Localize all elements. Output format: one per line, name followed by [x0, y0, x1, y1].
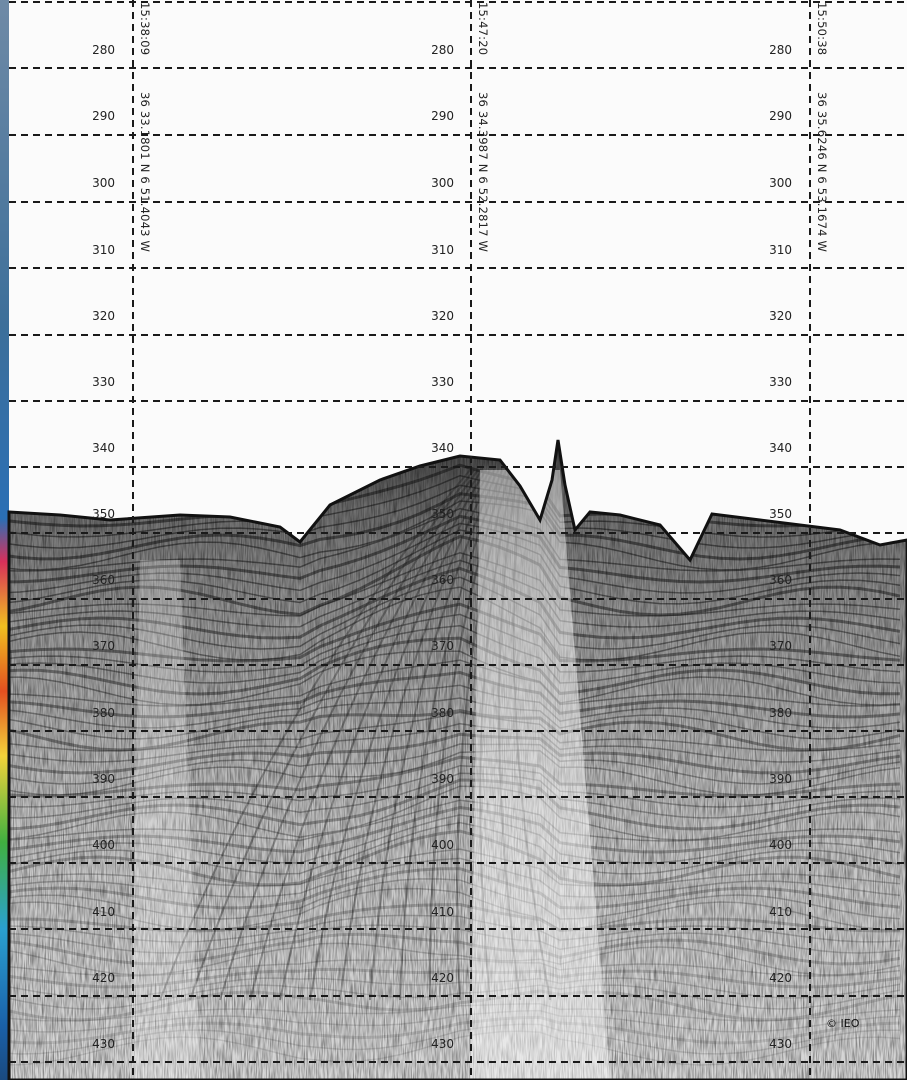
depth-label: 400 — [92, 838, 115, 852]
depth-label: 420 — [92, 971, 115, 985]
depth-label: 350 — [92, 507, 115, 521]
depth-label: 420 — [431, 971, 454, 985]
depth-label: 370 — [431, 639, 454, 653]
depth-label: 330 — [769, 375, 792, 389]
fix-time-label: 15:38:09 — [138, 2, 152, 56]
depth-label: 330 — [92, 375, 115, 389]
depth-label: 350 — [431, 507, 454, 521]
depth-label: 290 — [769, 109, 792, 123]
depth-label: 400 — [769, 838, 792, 852]
depth-label: 380 — [92, 706, 115, 720]
depth-label: 340 — [769, 441, 792, 455]
depth-label: 290 — [92, 109, 115, 123]
depth-label: 300 — [769, 176, 792, 190]
depth-label: 360 — [92, 573, 115, 587]
depth-label: 350 — [769, 507, 792, 521]
fix-position-label: 36 35.6246 N 6 53.1674 W — [815, 92, 829, 253]
depth-label: 430 — [769, 1037, 792, 1051]
fix-position-label: 36 34.3987 N 6 52.2817 W — [476, 92, 490, 253]
depth-label: 340 — [92, 441, 115, 455]
depth-label: 430 — [431, 1037, 454, 1051]
depth-label: 310 — [92, 243, 115, 257]
depth-label: 400 — [431, 838, 454, 852]
depth-label: 320 — [769, 309, 792, 323]
depth-label: 390 — [92, 772, 115, 786]
depth-label: 280 — [92, 43, 115, 57]
depth-label: 320 — [92, 309, 115, 323]
depth-label: 290 — [431, 109, 454, 123]
bathymetry-map-edge — [0, 0, 9, 1080]
depth-label: 340 — [431, 441, 454, 455]
fix-time-label: 15:50:38 — [815, 2, 829, 56]
depth-label: 410 — [769, 905, 792, 919]
depth-label: 300 — [431, 176, 454, 190]
depth-label: 280 — [769, 43, 792, 57]
depth-label: 420 — [769, 971, 792, 985]
depth-label: 330 — [431, 375, 454, 389]
copyright-credit: © IEO — [826, 1017, 860, 1030]
depth-label: 390 — [769, 772, 792, 786]
depth-label: 360 — [431, 573, 454, 587]
depth-label: 430 — [92, 1037, 115, 1051]
depth-label: 360 — [769, 573, 792, 587]
fix-position-label: 36 33.1801 N 6 51.4043 W — [138, 92, 152, 253]
fix-time-label: 15:47:20 — [476, 2, 490, 56]
depth-label: 370 — [92, 639, 115, 653]
depth-label: 320 — [431, 309, 454, 323]
depth-label: 310 — [769, 243, 792, 257]
depth-label: 410 — [92, 905, 115, 919]
depth-label: 380 — [431, 706, 454, 720]
depth-label: 370 — [769, 639, 792, 653]
depth-label: 390 — [431, 772, 454, 786]
depth-label: 380 — [769, 706, 792, 720]
depth-label: 300 — [92, 176, 115, 190]
depth-label: 410 — [431, 905, 454, 919]
depth-label: 310 — [431, 243, 454, 257]
depth-label: 280 — [431, 43, 454, 57]
